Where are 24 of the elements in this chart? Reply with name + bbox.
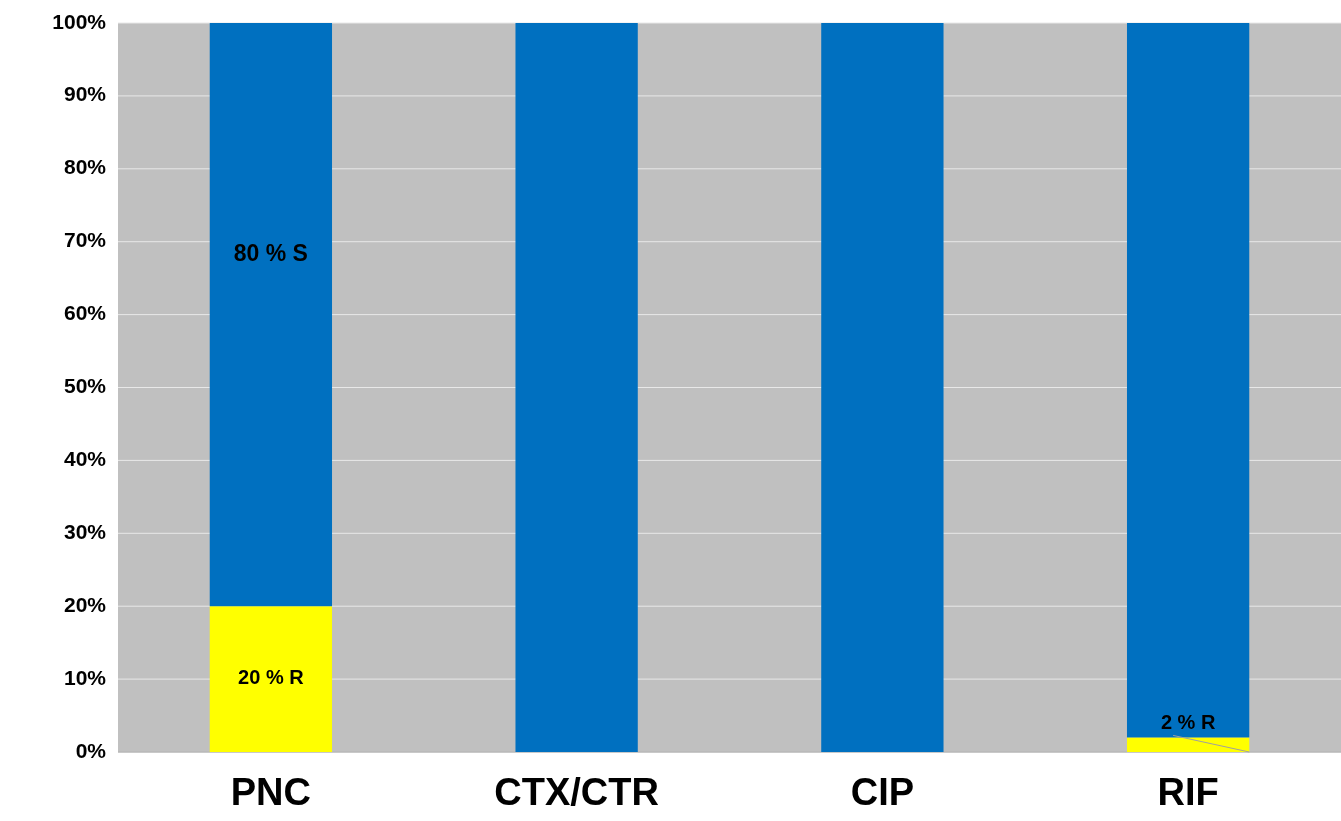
y-tick-label: 10% (63, 665, 107, 689)
y-tick-label: 90% (63, 82, 107, 106)
bar (209, 23, 333, 607)
y-tick-label: 40% (63, 446, 107, 470)
data-label: 2 % R (1160, 710, 1216, 733)
x-tick-label: PNC (230, 771, 311, 813)
y-tick-label: 0% (75, 738, 107, 762)
y-tick-label: 20% (63, 592, 107, 616)
data-label: 20 % R (238, 666, 305, 689)
y-tick-label: 100% (52, 9, 107, 33)
y-tick-label: 50% (63, 374, 107, 398)
x-tick-label: CTX/CTR (494, 771, 659, 813)
x-tick-label: RIF (1157, 771, 1219, 813)
x-tick-label: CIP (850, 771, 915, 813)
bar (515, 23, 638, 752)
y-tick-label: 60% (63, 301, 107, 325)
y-tick-label: 70% (63, 228, 107, 252)
y-tick-label: 80% (63, 155, 107, 179)
bar (821, 23, 944, 752)
bar (209, 606, 333, 752)
bar (1126, 23, 1250, 738)
bar (1126, 737, 1250, 752)
y-tick-label: 30% (63, 519, 107, 543)
data-label: 80 % S (233, 239, 308, 266)
